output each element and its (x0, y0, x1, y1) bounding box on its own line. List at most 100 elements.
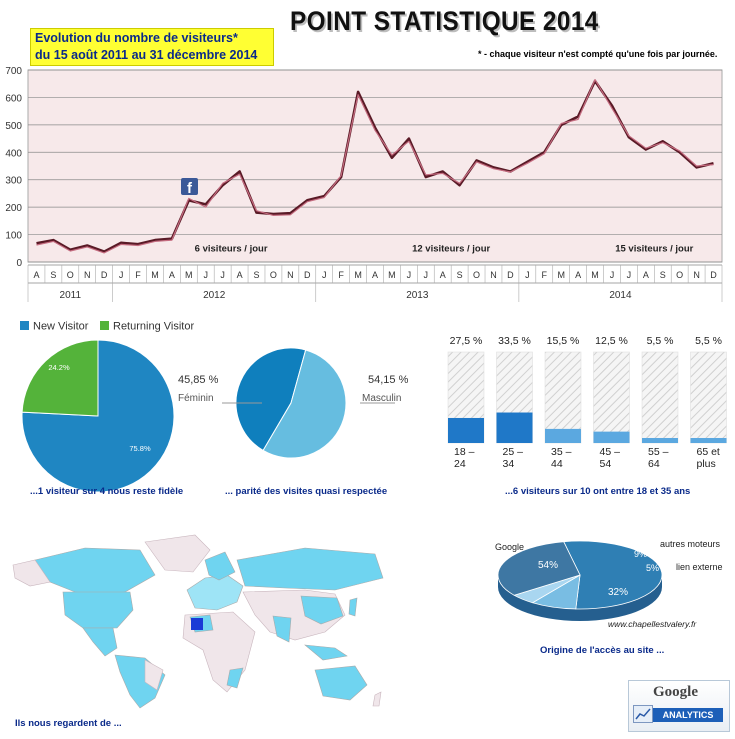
month-label: M (591, 270, 599, 280)
pie-slice (563, 540, 663, 610)
label-site: www.chapellestvalery.fr (608, 619, 697, 629)
bar-value-label: 15,5 % (547, 335, 580, 347)
france-marker (191, 618, 203, 630)
year-label: 2013 (406, 290, 429, 301)
series-line (36, 79, 714, 254)
month-label: J (220, 270, 225, 280)
slice-label-lien-externe: 5% (646, 563, 659, 573)
month-label: D (507, 270, 514, 280)
month-label: D (101, 270, 108, 280)
legend-returning-visitor: Returning Visitor (113, 321, 194, 333)
y-tick-label: 200 (5, 203, 22, 214)
rate-annotation: 15 visiteurs / jour (615, 244, 693, 255)
bar-category-label: 24 (454, 458, 466, 470)
pie1-caption: ...1 visiteur sur 4 nous reste fidèle (30, 486, 184, 497)
month-label: J (424, 270, 429, 280)
month-label: O (473, 270, 480, 280)
month-label: J (407, 270, 412, 280)
bar (593, 431, 630, 443)
world-map (12, 534, 384, 709)
continents (12, 534, 384, 709)
month-label: A (575, 270, 581, 280)
access-caption: Origine de l'accès au site ... (540, 645, 665, 656)
legend-swatch-returning (100, 321, 109, 330)
y-tick-label: 0 (16, 258, 22, 269)
bar-background (641, 351, 679, 444)
month-label: J (525, 270, 530, 280)
month-label: F (135, 270, 141, 280)
month-label: M (388, 270, 396, 280)
month-label: S (50, 270, 56, 280)
bar (690, 437, 727, 443)
age-bar-chart: 27,5 % 18 –24 33,5 % 25 –34 15,5 % 35 –44 12,5… (447, 335, 727, 470)
bar-category-label: 25 – (503, 446, 524, 458)
month-label: N (84, 270, 91, 280)
legend-new-visitor: New Visitor (33, 321, 89, 333)
month-label: J (322, 270, 327, 280)
svg-text:f: f (187, 180, 193, 197)
access-origin-pie: Google 54% autres moteurs 9% lien extern… (495, 539, 723, 629)
pie-slice (235, 347, 307, 452)
month-label: S (457, 270, 463, 280)
bar-category-label: plus (697, 458, 716, 470)
month-label: F (542, 270, 548, 280)
pie-slice (262, 349, 347, 459)
bar (642, 437, 678, 443)
year-axis: 2011 2012 2013 2014 (27, 283, 723, 302)
google-analytics-badge: Google ANALYTICS (628, 680, 730, 732)
month-label: A (440, 270, 446, 280)
bar-value-label: 12,5 % (595, 335, 628, 347)
month-label: D (304, 270, 311, 280)
bar-category-label: 45 – (600, 446, 621, 458)
label-google: Google (495, 542, 524, 552)
month-label: F (338, 270, 344, 280)
bar-value-label: 27,5 % (450, 335, 483, 347)
y-tick-label: 500 (5, 121, 22, 132)
facebook-icon: f (181, 178, 198, 197)
female-label: Féminin (178, 393, 214, 404)
page-title: POINT STATISTIQUE 2014 (290, 6, 599, 36)
month-label: S (660, 270, 666, 280)
slice-label-new: 75.8% (129, 444, 151, 453)
month-label: J (119, 270, 124, 280)
slice-label-autres-moteurs: 9% (634, 549, 647, 559)
month-label: N (287, 270, 294, 280)
bar-category-label: 35 – (551, 446, 572, 458)
map-caption: Ils nous regardent de ... (15, 718, 122, 729)
bar-category-label: 64 (648, 458, 660, 470)
rate-annotation: 12 visiteurs / jour (412, 244, 490, 255)
month-label: M (557, 270, 565, 280)
month-label: S (254, 270, 260, 280)
bar-background (544, 351, 582, 444)
bar-category-label: 54 (600, 458, 612, 470)
pie-slices (497, 540, 663, 610)
bar-background (690, 351, 727, 444)
bar-value-label: 33,5 % (498, 335, 531, 347)
label-autres-moteurs: autres moteurs (660, 539, 721, 549)
bar-category-label: 44 (551, 458, 563, 470)
y-tick-label: 700 (5, 66, 22, 77)
year-label: 2012 (203, 290, 226, 301)
bars: 27,5 % 18 –24 33,5 % 25 –34 15,5 % 35 –44 12,5… (447, 335, 727, 470)
subtitle-line-1: Evolution du nombre de visiteurs* (35, 31, 238, 45)
chart-subtitle-box: Evolution du nombre de visiteurs* du 15 … (30, 28, 274, 66)
month-label: O (270, 270, 277, 280)
month-label: J (627, 270, 632, 280)
analytics-chart-icon (633, 705, 653, 723)
bar-value-label: 5,5 % (647, 335, 674, 347)
bar-value-label: 5,5 % (695, 335, 722, 347)
new-returning-pie: New Visitor Returning Visitor 75.8% 24.2… (20, 321, 194, 493)
pie-slices (21, 339, 175, 493)
month-label: A (237, 270, 243, 280)
month-label: M (185, 270, 193, 280)
series-lines (36, 79, 714, 254)
male-label: Masculin (362, 393, 401, 404)
slice-label-site: 32% (608, 587, 628, 598)
month-label: N (693, 270, 700, 280)
slice-label-returning: 24.2% (48, 363, 70, 372)
slice-label-google: 54% (538, 560, 558, 571)
rate-annotations: 6 visiteurs / jour 12 visiteurs / jour 15 … (195, 244, 694, 255)
pie-slice (497, 541, 581, 596)
